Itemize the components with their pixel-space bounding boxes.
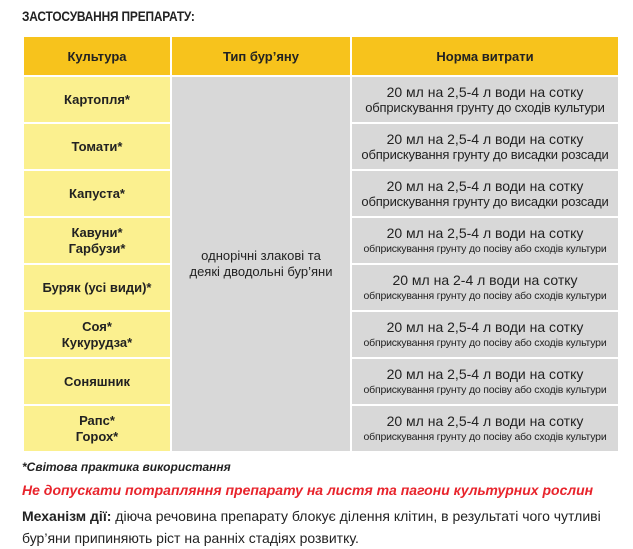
header-rate: Норма витрати bbox=[352, 37, 618, 75]
header-crop: Культура bbox=[24, 37, 170, 75]
rate-cell: 20 мл на 2,5-4 л води на сотку обприскува… bbox=[352, 359, 618, 404]
weed-type-cell: однорічні злакові та деякі дводольні бур… bbox=[172, 77, 350, 451]
rate: 20 мл на 2,5-4 л води на сотку bbox=[386, 130, 584, 147]
rate: 20 мл на 2-4 л води на сотку bbox=[392, 271, 578, 288]
rate: 20 мл на 2,5-4 л води на сотку bbox=[386, 177, 584, 194]
weed-type: однорічні злакові та деякі дводольні бур… bbox=[189, 248, 333, 279]
crop-name: Буряк (усі види)* bbox=[42, 279, 152, 295]
rate-cell: 20 мл на 2,5-4 л води на сотку обприскува… bbox=[352, 124, 618, 169]
crop-name: Кукурудза* bbox=[61, 334, 133, 350]
table-row: Картопля* однорічні злакові та деякі двод… bbox=[24, 77, 618, 451]
rate: 20 мл на 2,5-4 л води на сотку bbox=[386, 83, 584, 100]
crop-cell: Капуста* bbox=[24, 171, 170, 216]
crop-cell: Соняшник bbox=[24, 359, 170, 404]
rate-cell: 20 мл на 2,5-4 л води на сотку обприскува… bbox=[352, 312, 618, 357]
mechanism-text: Механізм дії: діюча речовина препарату б… bbox=[22, 505, 622, 549]
table-row: Капуста* 20 мл на 2,5-4 л води на сотку об… bbox=[24, 171, 618, 216]
rate-note: обприскування грунту до висадки розсади bbox=[361, 193, 609, 209]
section-title: ЗАСТОСУВАННЯ ПРЕПАРАТУ: bbox=[22, 8, 195, 24]
table-row: Соя* Кукурудза* 20 мл на 2,5-4 л води на с… bbox=[24, 312, 618, 357]
crop-name: Рапс* bbox=[79, 412, 115, 428]
application-table: Культура Тип бур’яну Норма витрати Карто… bbox=[22, 35, 620, 453]
crop-cell: Томати* bbox=[24, 124, 170, 169]
crop-cell: Соя* Кукурудза* bbox=[24, 312, 170, 357]
crop-cell: Буряк (усі види)* bbox=[24, 265, 170, 310]
rate-note: обприскування грунту до сходів культури bbox=[365, 99, 605, 115]
mechanism-label: Механізм дії: bbox=[22, 508, 112, 524]
rate-cell: 20 мл на 2,5-4 л води на сотку обприскува… bbox=[352, 171, 618, 216]
crop-name: Соя* bbox=[82, 318, 112, 334]
rate: 20 мл на 2,5-4 л води на сотку bbox=[386, 412, 584, 429]
crop-cell: Кавуни* Гарбузи* bbox=[24, 218, 170, 263]
rate-cell: 20 мл на 2,5-4 л води на сотку обприскува… bbox=[352, 77, 618, 122]
rate-cell: 20 мл на 2,5-4 л води на сотку обприскува… bbox=[352, 406, 618, 451]
rate: 20 мл на 2,5-4 л води на сотку bbox=[386, 224, 584, 241]
table-row: Рапс* Горох* 20 мл на 2,5-4 л води на сотк… bbox=[24, 406, 618, 451]
rate-note: обприскування грунту до посіву або сході… bbox=[363, 383, 607, 396]
rate-note: обприскування грунту до посіву або сході… bbox=[363, 289, 607, 302]
crop-name: Горох* bbox=[75, 428, 119, 444]
rate: 20 мл на 2,5-4 л води на сотку bbox=[386, 365, 584, 382]
crop-name: Кавуни* bbox=[71, 224, 123, 240]
crop-name: Томати* bbox=[71, 138, 123, 154]
rate-cell: 20 мл на 2-4 л води на сотку обприскуванн… bbox=[352, 265, 618, 310]
crop-cell: Картопля* bbox=[24, 77, 170, 122]
rate-cell: 20 мл на 2,5-4 л води на сотку обприскува… bbox=[352, 218, 618, 263]
crop-name: Картопля* bbox=[64, 91, 130, 107]
crop-name: Соняшник bbox=[64, 373, 130, 389]
rate-note: обприскування грунту до посіву або сході… bbox=[363, 336, 607, 349]
warning-text: Не допускати потрапляння препарату на ли… bbox=[22, 482, 594, 498]
table-row: Буряк (усі види)* 20 мл на 2-4 л води на … bbox=[24, 265, 618, 310]
crop-name: Гарбузи* bbox=[68, 240, 126, 256]
crop-name: Капуста* bbox=[69, 185, 125, 201]
table-row: Кавуни* Гарбузи* 20 мл на 2,5-4 л води на … bbox=[24, 218, 618, 263]
table-row: Томати* 20 мл на 2,5-4 л води на сотку обп… bbox=[24, 124, 618, 169]
rate-note: обприскування грунту до висадки розсади bbox=[361, 146, 609, 162]
header-weed-type: Тип бур’яну bbox=[172, 37, 350, 75]
table-header-row: Культура Тип бур’яну Норма витрати bbox=[24, 37, 618, 75]
table-row: Соняшник 20 мл на 2,5-4 л води на сотку об… bbox=[24, 359, 618, 404]
crop-cell: Рапс* Горох* bbox=[24, 406, 170, 451]
footnote: *Світова практика використання bbox=[22, 460, 231, 474]
mechanism-description: діюча речовина препарату блокує ділення … bbox=[22, 508, 601, 546]
rate: 20 мл на 2,5-4 л води на сотку bbox=[386, 318, 584, 335]
rate-note: обприскування грунту до посіву або сході… bbox=[363, 430, 607, 443]
rate-note: обприскування грунту до посіву або сході… bbox=[363, 242, 607, 255]
